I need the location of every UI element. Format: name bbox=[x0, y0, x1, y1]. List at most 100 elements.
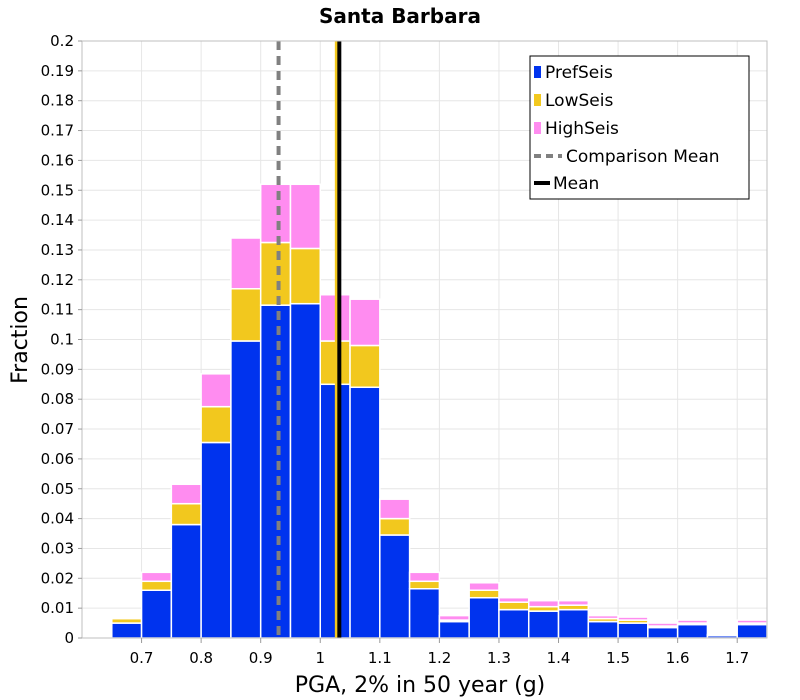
bar-prefseis bbox=[736, 623, 768, 639]
bar-lowseis bbox=[408, 580, 441, 590]
y-tick-label: 0.17 bbox=[41, 122, 74, 140]
y-tick-label: 0.19 bbox=[41, 62, 74, 80]
bar-lowseis bbox=[259, 241, 292, 306]
bar-prefseis bbox=[557, 608, 590, 639]
bar-lowseis bbox=[230, 288, 262, 342]
bar-prefseis bbox=[438, 620, 470, 639]
legend-box bbox=[529, 55, 750, 200]
x-tick-label: 1.5 bbox=[606, 649, 630, 667]
y-tick-label: 0.04 bbox=[41, 510, 74, 528]
x-tick-label: 1.4 bbox=[547, 649, 571, 667]
y-tick-label: 0.12 bbox=[41, 271, 74, 289]
y-tick-label: 0.18 bbox=[41, 92, 74, 110]
y-tick-label: 0.14 bbox=[41, 211, 74, 229]
y-tick-label: 0.1 bbox=[50, 331, 74, 349]
bar-lowseis bbox=[200, 405, 232, 444]
legend: PrefSeis LowSeis HighSeis Comparison Mea… bbox=[529, 55, 750, 200]
x-tick-label: 1 bbox=[315, 649, 325, 667]
y-tick-label: 0.07 bbox=[41, 420, 74, 438]
x-tick-label: 1.3 bbox=[487, 649, 511, 667]
y-tick-label: 0.06 bbox=[41, 450, 74, 468]
bar-prefseis bbox=[140, 589, 173, 639]
bar-highseis bbox=[259, 183, 292, 244]
bar-prefseis bbox=[408, 587, 441, 639]
bar-lowseis bbox=[349, 344, 381, 389]
bar-lowseis bbox=[498, 601, 530, 611]
x-tick-label: 0.8 bbox=[189, 649, 213, 667]
bar-prefseis bbox=[617, 622, 649, 639]
y-tick-label: 0.02 bbox=[41, 569, 74, 587]
legend-label-comparison-mean: Comparison Mean bbox=[566, 147, 720, 167]
bar-highseis bbox=[617, 616, 649, 621]
bar-highseis bbox=[408, 571, 441, 583]
bar-highseis bbox=[111, 616, 143, 620]
legend-swatch-highseis bbox=[534, 122, 541, 134]
x-axis-title: PGA, 2% in 50 year (g) bbox=[295, 673, 546, 698]
bar-lowseis bbox=[170, 502, 202, 526]
bar-prefseis bbox=[349, 386, 381, 639]
legend-swatch-lowseis bbox=[534, 94, 541, 106]
reference-lines bbox=[276, 41, 342, 638]
bar-prefseis bbox=[647, 626, 679, 639]
bar-highseis bbox=[468, 582, 500, 591]
bar-highseis bbox=[438, 614, 470, 621]
legend-swatch-prefseis bbox=[534, 66, 541, 78]
legend-label-highseis: HighSeis bbox=[545, 119, 619, 139]
bar-prefseis bbox=[468, 596, 500, 639]
y-tick-label: 0.11 bbox=[41, 301, 74, 319]
bar-highseis bbox=[706, 633, 738, 636]
bar-highseis bbox=[379, 498, 411, 520]
y-axis-title: Fraction bbox=[8, 296, 33, 384]
bar-highseis bbox=[527, 599, 560, 608]
bar-prefseis bbox=[289, 302, 322, 639]
y-tick-label: 0.2 bbox=[50, 32, 74, 50]
bars bbox=[81, 183, 768, 639]
x-tick-label: 1.1 bbox=[368, 649, 392, 667]
y-tick-label: 0 bbox=[64, 629, 74, 647]
bar-prefseis bbox=[259, 304, 292, 639]
bar-highseis bbox=[587, 614, 619, 620]
bar-highseis bbox=[676, 619, 709, 624]
bar-highseis bbox=[230, 237, 262, 290]
y-tick-label: 0.13 bbox=[41, 241, 74, 259]
y-tick-label: 0.15 bbox=[41, 181, 74, 199]
x-tick-label: 1.2 bbox=[427, 649, 451, 667]
legend-label-lowseis: LowSeis bbox=[545, 91, 613, 111]
x-axis-ticks: 0.7 0.8 0.9 1 1.1 1.2 1.3 1.4 1.5 1.6 1.7 bbox=[130, 638, 749, 667]
bar-highseis bbox=[736, 619, 768, 624]
x-tick-label: 0.9 bbox=[249, 649, 273, 667]
legend-label-mean: Mean bbox=[553, 174, 599, 194]
bar-highseis bbox=[498, 596, 530, 603]
chart-title: Santa Barbara bbox=[319, 4, 481, 28]
bar-prefseis bbox=[170, 523, 202, 639]
y-tick-label: 0.09 bbox=[41, 360, 74, 378]
y-tick-label: 0.01 bbox=[41, 599, 74, 617]
bar-lowseis bbox=[140, 580, 173, 591]
y-tick-label: 0.05 bbox=[41, 480, 74, 498]
bar-highseis bbox=[200, 373, 232, 408]
bar-lowseis bbox=[468, 589, 500, 599]
bar-prefseis bbox=[379, 534, 411, 639]
bar-highseis bbox=[647, 622, 679, 627]
bar-lowseis bbox=[379, 517, 411, 536]
bar-prefseis bbox=[200, 441, 232, 639]
y-axis-ticks: 0 0.01 0.02 0.03 0.04 0.05 0.06 0.07 0.08 0.09 0.1… bbox=[41, 32, 82, 647]
legend-label-prefseis: PrefSeis bbox=[545, 63, 613, 83]
bar-lowseis bbox=[289, 247, 322, 305]
bar-highseis bbox=[349, 298, 381, 347]
bar-prefseis bbox=[111, 622, 143, 639]
y-tick-label: 0.08 bbox=[41, 390, 74, 408]
y-tick-label: 0.03 bbox=[41, 539, 74, 557]
bar-prefseis bbox=[587, 620, 619, 639]
y-tick-label: 0.16 bbox=[41, 151, 74, 169]
bar-prefseis bbox=[676, 623, 709, 639]
x-tick-label: 1.6 bbox=[666, 649, 690, 667]
bar-prefseis bbox=[230, 340, 262, 639]
bar-highseis bbox=[170, 483, 202, 505]
bar-highseis bbox=[140, 571, 173, 583]
x-tick-label: 0.7 bbox=[130, 649, 154, 667]
bar-prefseis bbox=[498, 608, 530, 639]
x-tick-label: 1.7 bbox=[725, 649, 749, 667]
bar-highseis bbox=[557, 599, 590, 606]
